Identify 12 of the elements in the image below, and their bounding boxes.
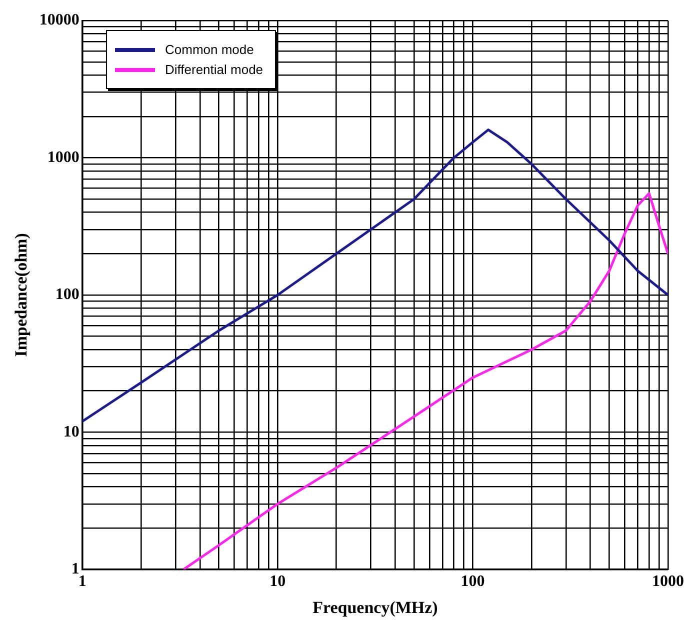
legend-label: Differential mode — [165, 62, 264, 77]
y-tick-label: 1000 — [47, 148, 80, 166]
x-tick-label: 100 — [460, 573, 485, 590]
y-tick-label: 10000 — [39, 12, 80, 29]
x-tick-label: 10 — [270, 573, 286, 590]
x-tick-label: 1000 — [652, 573, 684, 590]
y-tick-label: 1 — [71, 560, 80, 578]
y-tick-label: 10 — [63, 423, 80, 440]
y-axis-title: Impedance(ohm) — [12, 233, 31, 357]
legend-label: Common mode — [165, 42, 254, 57]
x-axis-title: Frequency(MHz) — [312, 598, 438, 618]
y-tick-label: 100 — [55, 286, 80, 304]
